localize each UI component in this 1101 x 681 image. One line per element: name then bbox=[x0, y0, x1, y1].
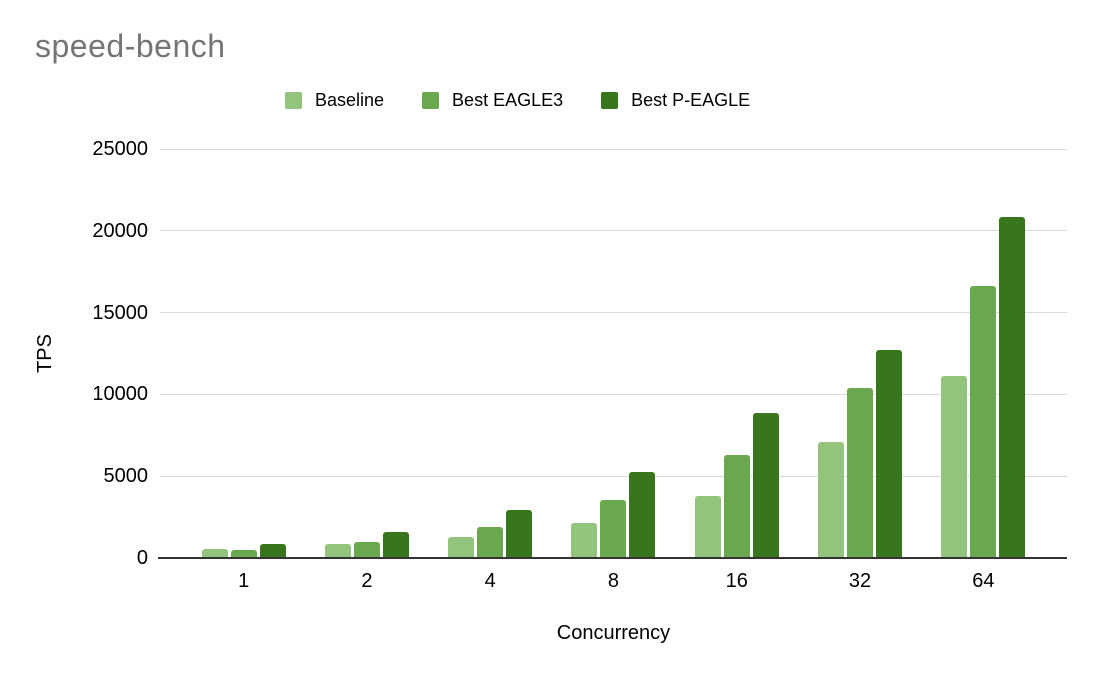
bar-best-p-eagle-concurrency-8 bbox=[629, 471, 656, 558]
legend-item-best-eagle3: Best EAGLE3 bbox=[422, 90, 563, 111]
bars bbox=[182, 149, 1045, 558]
bar-group-16 bbox=[675, 149, 798, 558]
y-tick-label-0: 0 bbox=[136, 547, 148, 569]
gridline-15000 bbox=[160, 312, 1067, 314]
bar-baseline-concurrency-64 bbox=[941, 376, 968, 558]
legend-label: Baseline bbox=[315, 90, 385, 110]
bar-best-eagle3-concurrency-1 bbox=[230, 549, 257, 558]
bar-best-eagle3-concurrency-8 bbox=[600, 499, 627, 558]
y-tick-label-25000: 25000 bbox=[92, 138, 148, 160]
bar-best-p-eagle-concurrency-32 bbox=[876, 350, 903, 558]
gridline-10000 bbox=[160, 393, 1067, 395]
bar-baseline-concurrency-2 bbox=[324, 544, 351, 558]
legend-swatch-baseline bbox=[285, 92, 302, 109]
x-tick-label-16: 16 bbox=[725, 570, 748, 592]
bar-group-64 bbox=[922, 149, 1045, 558]
bar-best-eagle3-concurrency-4 bbox=[477, 527, 504, 558]
legend: Baseline Best EAGLE3 Best P-EAGLE bbox=[285, 90, 750, 111]
bar-group-1 bbox=[182, 149, 305, 558]
gridline-25000 bbox=[160, 148, 1067, 150]
bar-baseline-concurrency-32 bbox=[818, 442, 845, 558]
bar-best-p-eagle-concurrency-4 bbox=[506, 510, 533, 558]
bar-baseline-concurrency-1 bbox=[201, 549, 228, 558]
x-tick-label-2: 2 bbox=[361, 570, 373, 592]
x-tick-label-1: 1 bbox=[238, 570, 250, 592]
chart-title: speed-bench bbox=[35, 28, 226, 64]
bar-best-p-eagle-concurrency-64 bbox=[999, 216, 1026, 558]
x-tick-label-4: 4 bbox=[484, 570, 496, 592]
x-axis-title: Concurrency bbox=[556, 622, 671, 644]
x-tick-label-32: 32 bbox=[848, 570, 872, 592]
bar-baseline-concurrency-8 bbox=[571, 522, 598, 558]
bar-baseline-concurrency-16 bbox=[694, 495, 721, 558]
plot-area bbox=[158, 148, 1067, 559]
y-tick-label-20000: 20000 bbox=[92, 219, 148, 242]
legend-label: Best P-EAGLE bbox=[631, 90, 751, 110]
legend-swatch-best-p-eagle bbox=[601, 92, 619, 109]
x-axis-line bbox=[158, 557, 1067, 559]
gridline-20000 bbox=[160, 230, 1067, 232]
bar-group-32 bbox=[798, 149, 921, 558]
bar-group-4 bbox=[429, 149, 552, 558]
y-tick-label-15000: 15000 bbox=[92, 301, 148, 324]
bar-baseline-concurrency-4 bbox=[448, 537, 475, 558]
legend-item-best-p-eagle: Best P-EAGLE bbox=[601, 90, 750, 111]
bar-group-2 bbox=[305, 149, 428, 558]
legend-swatch-best-eagle3 bbox=[422, 92, 440, 109]
bar-best-p-eagle-concurrency-2 bbox=[382, 531, 409, 558]
y-axis-tick-labels: 0 5000 10000 15000 20000 25000 bbox=[0, 139, 149, 568]
bar-best-eagle3-concurrency-2 bbox=[353, 541, 380, 558]
bar-best-p-eagle-concurrency-1 bbox=[259, 543, 286, 558]
bar-best-eagle3-concurrency-64 bbox=[970, 285, 997, 558]
legend-item-baseline: Baseline bbox=[285, 90, 384, 111]
x-axis-tick-labels: 1 2 4 8 16 32 64 bbox=[182, 570, 1045, 593]
legend-label: Best EAGLE3 bbox=[452, 90, 564, 110]
x-tick-label-64: 64 bbox=[972, 570, 995, 592]
y-tick-label-5000: 5000 bbox=[103, 465, 149, 488]
bar-group-8 bbox=[552, 149, 675, 558]
x-tick-label-8: 8 bbox=[607, 570, 620, 592]
gridline-5000 bbox=[160, 475, 1067, 477]
bar-best-eagle3-concurrency-32 bbox=[847, 388, 874, 558]
bar-best-eagle3-concurrency-16 bbox=[723, 455, 750, 558]
bar-best-p-eagle-concurrency-16 bbox=[752, 413, 779, 558]
y-tick-label-10000: 10000 bbox=[92, 383, 148, 406]
